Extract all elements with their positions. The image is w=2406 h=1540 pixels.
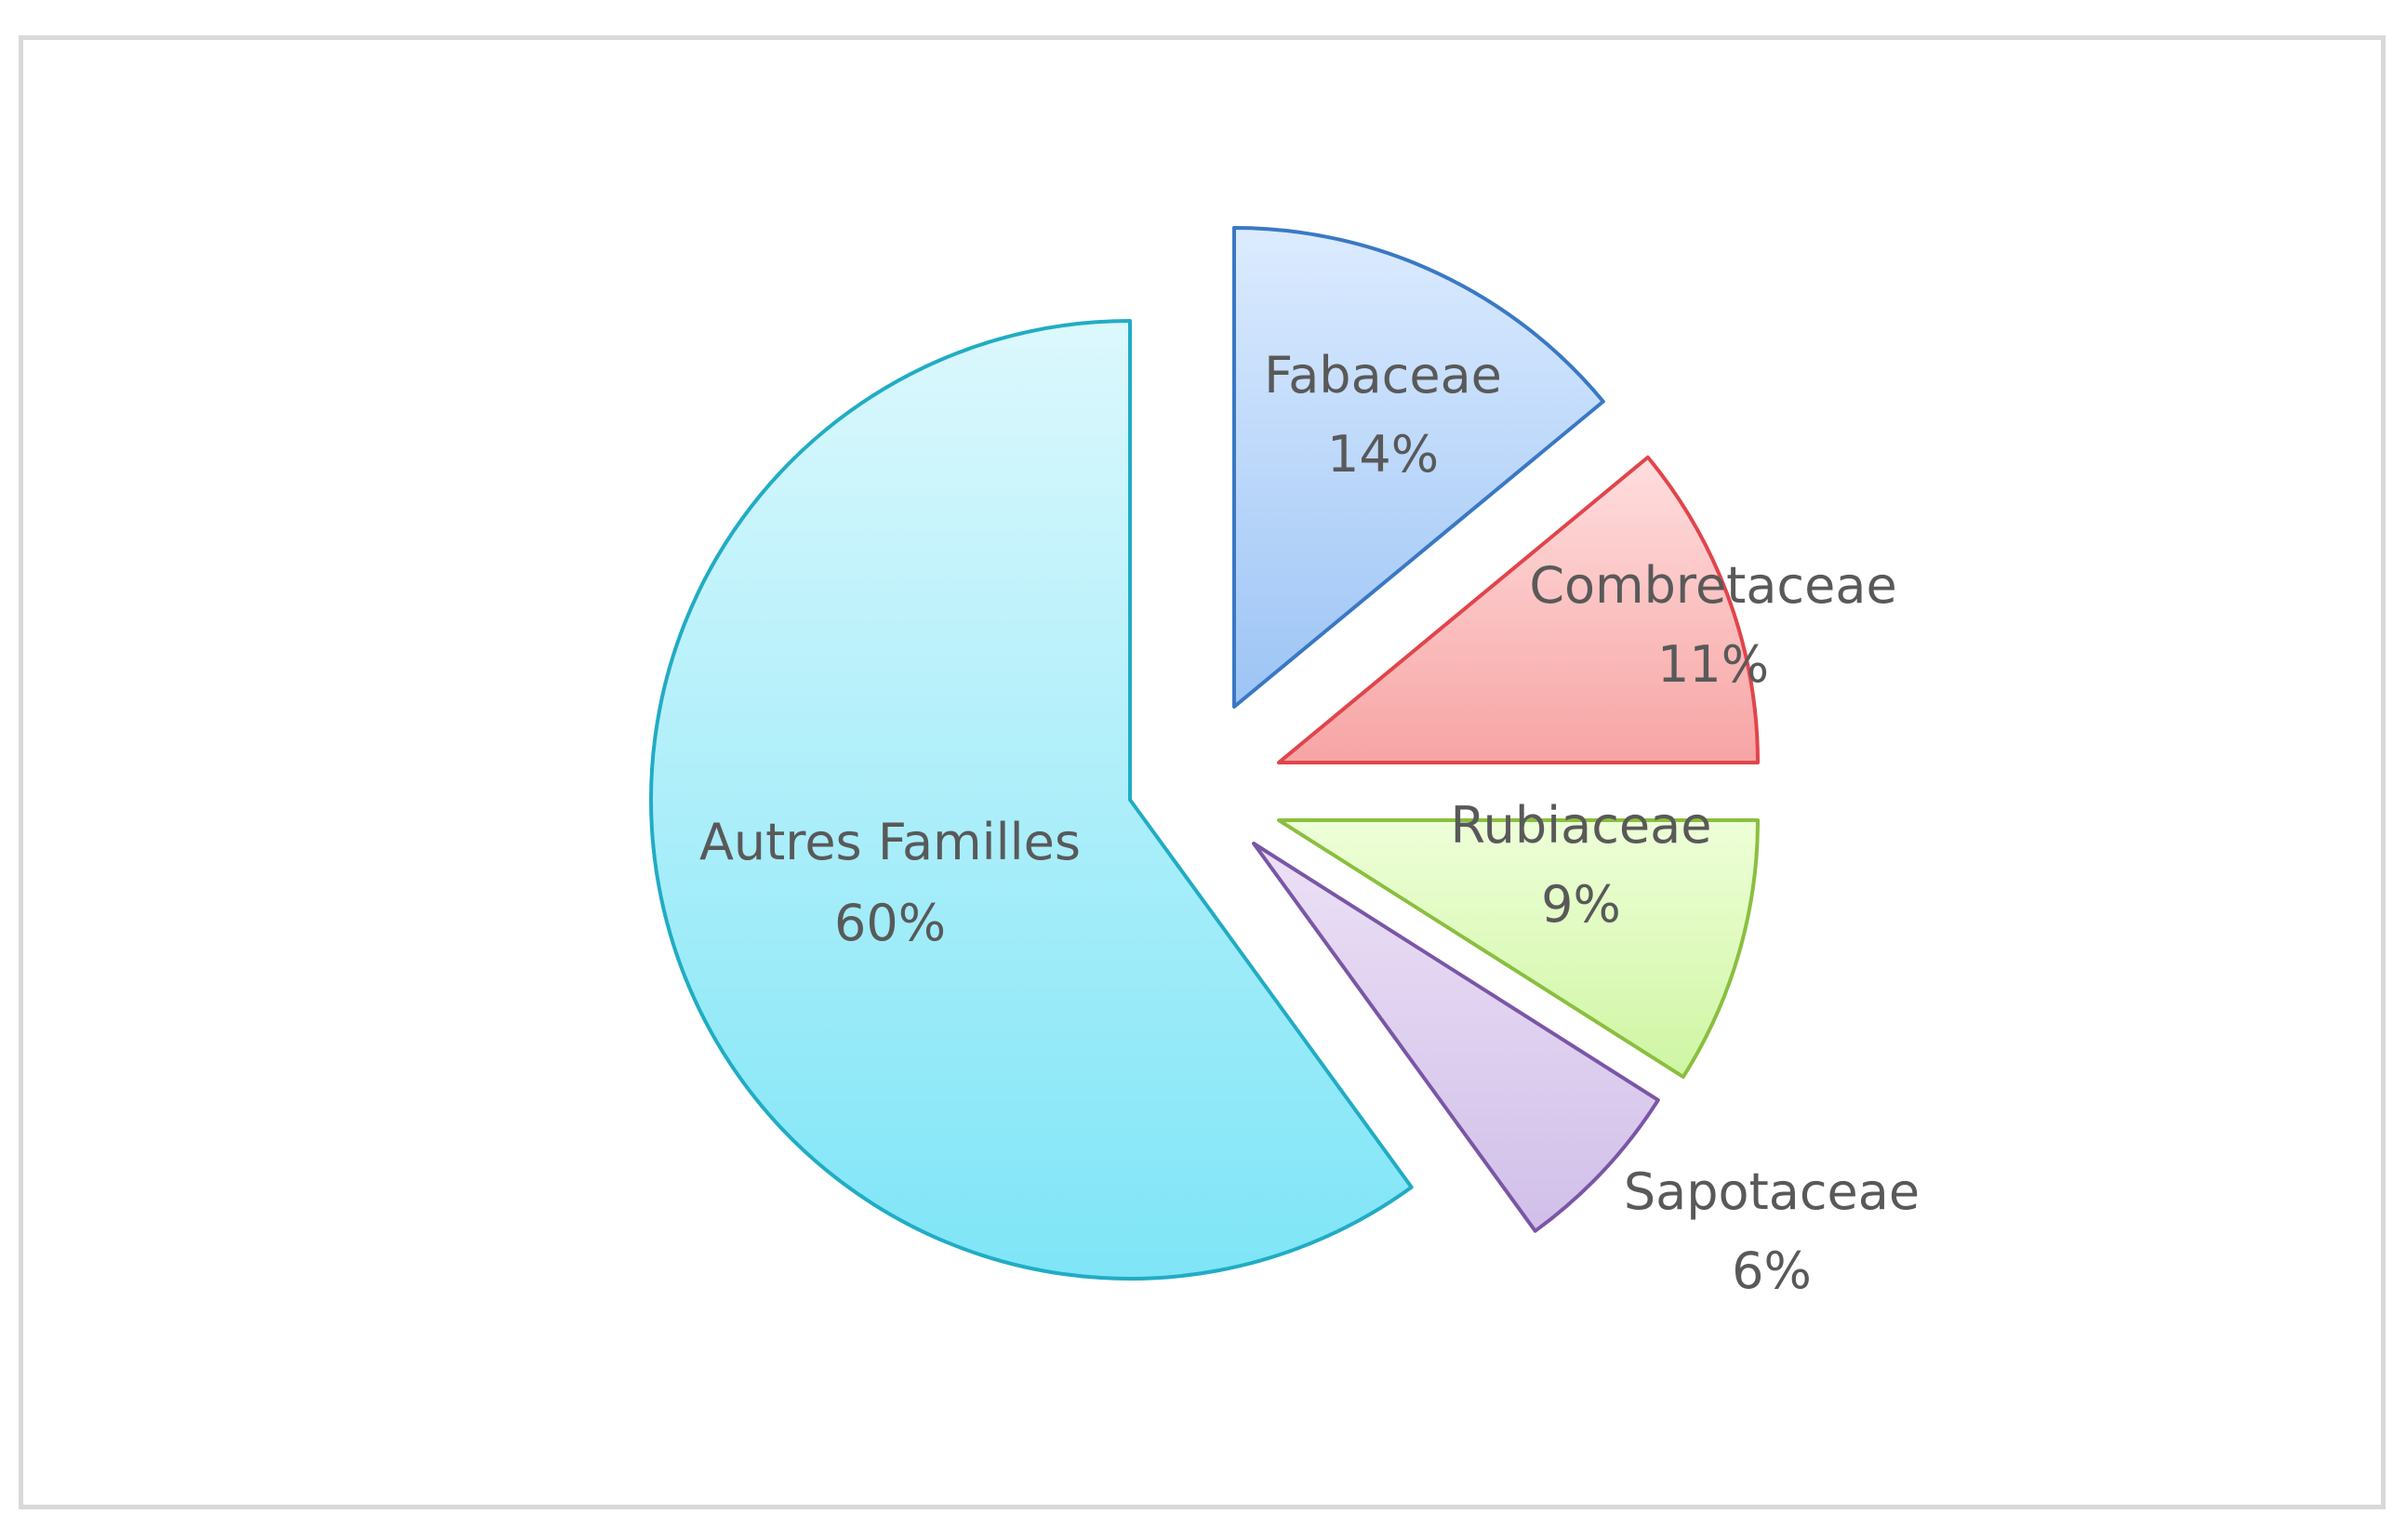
pie-labels: Fabaceae 14% Combretaceae 11% Rubiaceae 9% Sap…: [699, 346, 1920, 1300]
pie-slice-fabaceae: [1232, 226, 1605, 709]
pie-slice-sapotaceae: [1252, 842, 1660, 1233]
pie-slice-rubiaceae: [1277, 818, 1760, 1079]
pie-slice-autres-familles: [648, 319, 1414, 1281]
slice-label-sapotaceae: Sapotaceae: [1624, 1162, 1920, 1221]
pie-slices: [648, 226, 1760, 1281]
slice-label-autres-familles: Autres Familles: [699, 813, 1081, 871]
slice-value-combretaceae: 11%: [1657, 635, 1769, 694]
slice-value-rubiaceae: 9%: [1541, 875, 1621, 934]
slice-value-autres-familles: 60%: [834, 894, 946, 952]
slice-label-fabaceae: Fabaceae: [1264, 346, 1502, 405]
slice-label-rubiaceae: Rubiaceae: [1451, 796, 1712, 855]
slice-value-fabaceae: 14%: [1327, 425, 1439, 484]
slice-label-combretaceae: Combretaceae: [1529, 556, 1896, 615]
pie-slice-combretaceae: [1277, 455, 1760, 764]
slice-value-sapotaceae: 6%: [1732, 1241, 1812, 1300]
